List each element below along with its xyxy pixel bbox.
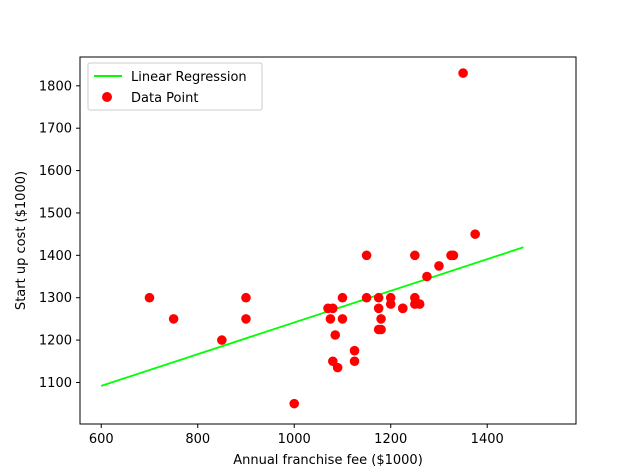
y-axis-ticks: 1100 1200 1300 1400 1500 1600 1700 1800 [39, 79, 80, 391]
data-point [470, 229, 480, 239]
data-point [241, 292, 251, 303]
y-tick-label: 1200 [39, 334, 72, 349]
data-point [397, 303, 408, 314]
x-tick-label: 1400 [471, 432, 504, 447]
y-tick-label: 1800 [39, 79, 72, 94]
legend: Linear Regression Data Point [87, 62, 263, 111]
data-point [168, 314, 179, 324]
plot-frame [79, 56, 577, 425]
data-point [458, 68, 468, 78]
data-point [241, 314, 251, 324]
data-point [217, 335, 227, 345]
data-point [410, 250, 420, 261]
y-tick-label: 1300 [39, 291, 72, 306]
data-point [385, 299, 396, 309]
data-point [376, 314, 386, 324]
data-point [414, 299, 425, 309]
data-point [422, 271, 432, 282]
y-tick-label: 1500 [39, 206, 72, 221]
legend-label-linear-regression: Linear Regression [131, 70, 247, 85]
y-tick-label: 1700 [39, 122, 72, 137]
data-point [373, 292, 384, 303]
y-tick-label: 1600 [39, 164, 72, 179]
regression-line [100, 246, 524, 387]
data-point [373, 303, 384, 314]
data-point [325, 314, 336, 324]
x-tick-label: 1000 [278, 432, 311, 447]
data-point [144, 292, 155, 303]
data-point [330, 330, 341, 340]
data-point [361, 250, 372, 261]
data-point [349, 356, 360, 367]
y-tick-label: 1100 [39, 376, 72, 391]
y-tick-label: 1400 [39, 249, 72, 264]
legend-box [87, 62, 263, 111]
data-point [332, 362, 343, 373]
data-point [361, 292, 372, 303]
x-tick-label: 800 [185, 432, 210, 447]
data-point [337, 292, 348, 303]
plot-marks [100, 68, 524, 409]
x-axis-ticks: 600 800 1000 1200 1400 [89, 424, 504, 447]
x-tick-label: 1200 [374, 432, 407, 447]
data-point [349, 345, 360, 356]
y-axis-title: Start up cost ($1000) [14, 171, 29, 310]
legend-dot-swatch [102, 92, 112, 102]
x-tick-label: 600 [89, 432, 114, 447]
data-point [434, 261, 444, 271]
data-point [448, 250, 459, 261]
data-point [337, 314, 348, 324]
x-axis-title: Annual franchise fee ($1000) [233, 453, 423, 468]
data-point [328, 303, 338, 314]
legend-label-data-point: Data Point [131, 91, 198, 106]
data-point [376, 324, 386, 335]
data-point [289, 398, 300, 409]
